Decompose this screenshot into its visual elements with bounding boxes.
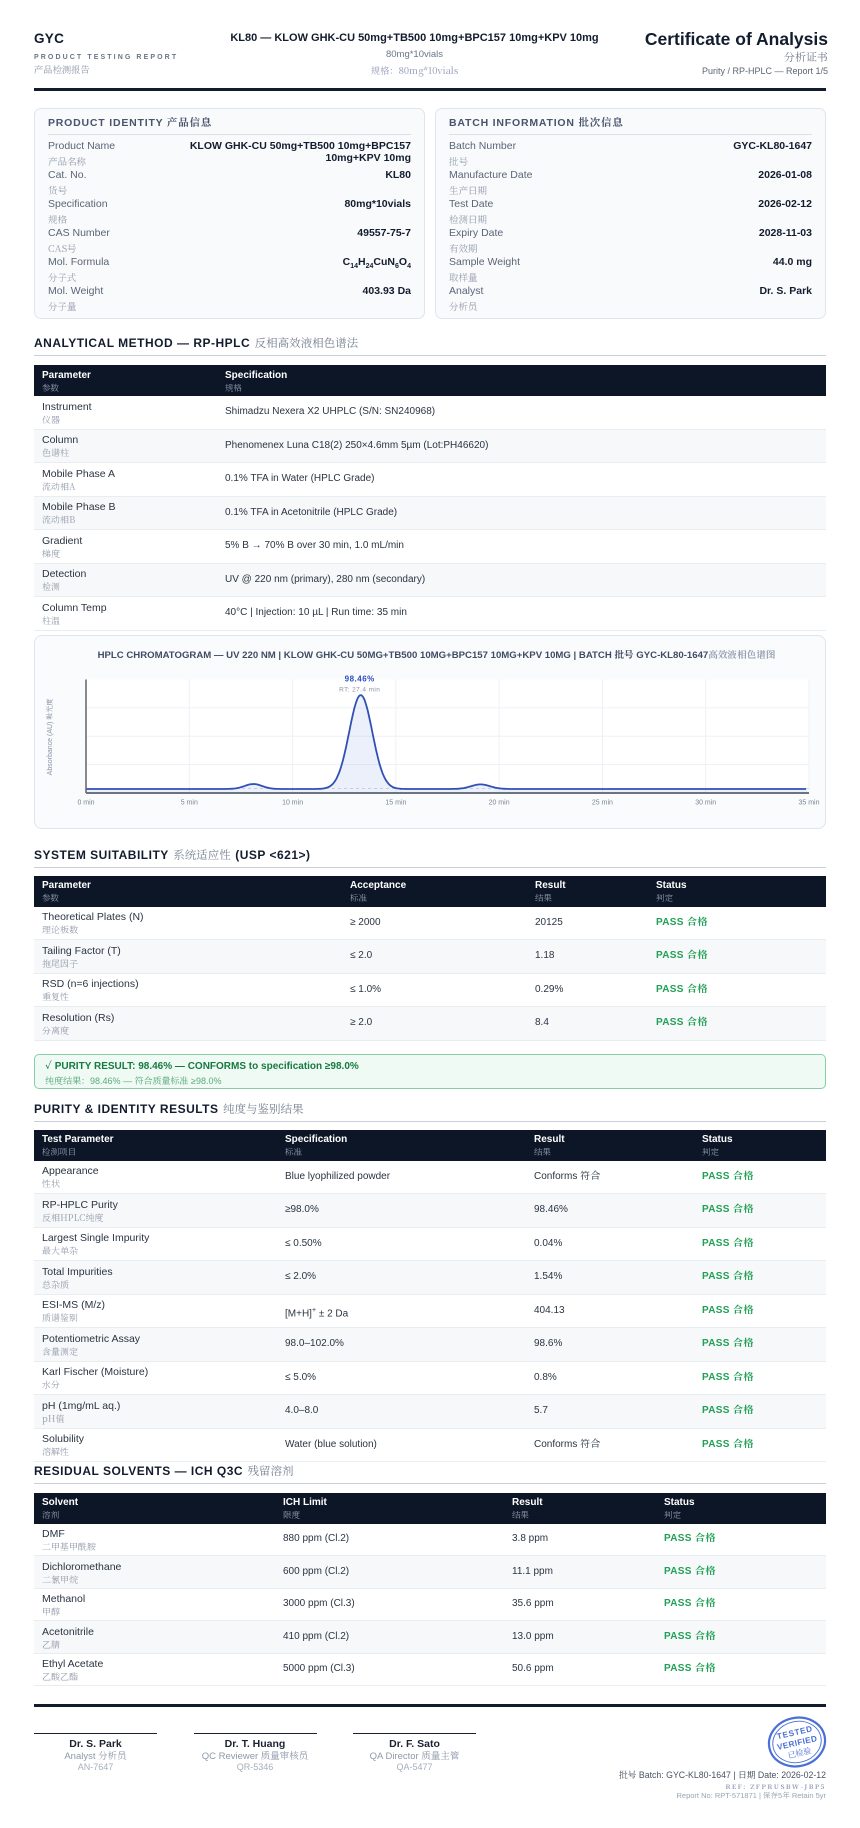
svg-text:Absorbance (AU) 吸光度: Absorbance (AU) 吸光度 — [45, 699, 54, 776]
svg-text:25 min: 25 min — [592, 800, 613, 807]
svg-text:0 min: 0 min — [77, 800, 94, 807]
svg-text:35 min: 35 min — [798, 800, 819, 807]
svg-text:RT: 27.4 min: RT: 27.4 min — [339, 687, 380, 694]
svg-text:5 min: 5 min — [181, 800, 198, 807]
svg-text:98.46%: 98.46% — [345, 675, 375, 684]
svg-text:10 min: 10 min — [282, 800, 303, 807]
svg-text:30 min: 30 min — [695, 800, 716, 807]
svg-text:20 min: 20 min — [489, 800, 510, 807]
svg-text:15 min: 15 min — [385, 800, 406, 807]
